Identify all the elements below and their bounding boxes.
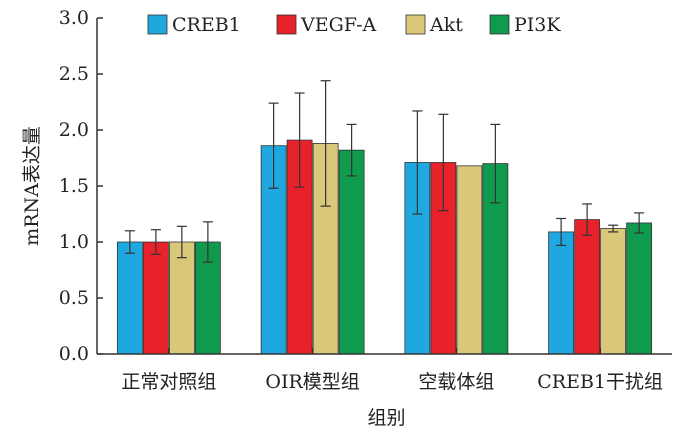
y-tick-label: 0.0 bbox=[59, 343, 89, 365]
x-tick-label: 正常对照组 bbox=[121, 371, 216, 393]
bar bbox=[626, 222, 653, 355]
bars-group bbox=[116, 139, 653, 355]
legend-label: Akt bbox=[429, 14, 463, 36]
y-tick-label: 3.0 bbox=[59, 7, 89, 29]
y-tick-label: 2.5 bbox=[59, 63, 89, 85]
x-tick-label: OIR模型组 bbox=[265, 371, 359, 393]
legend-swatch bbox=[405, 14, 426, 35]
x-tick-label: 空载体组 bbox=[418, 371, 494, 393]
y-axis-title: mRNA表达量 bbox=[21, 126, 43, 246]
axes bbox=[96, 18, 672, 355]
error-bars-group bbox=[124, 80, 645, 263]
y-tick-label: 2.0 bbox=[59, 119, 89, 141]
bar bbox=[574, 219, 601, 355]
legend: CREB1 VEGF-A Akt PI3K bbox=[147, 14, 561, 36]
x-axis-title: 组别 bbox=[367, 407, 405, 429]
bar bbox=[142, 241, 169, 355]
bar bbox=[338, 149, 365, 355]
y-tick-label: 0.5 bbox=[59, 287, 89, 309]
bar bbox=[548, 231, 575, 355]
legend-swatch bbox=[147, 14, 168, 35]
y-tick-label: 1.0 bbox=[59, 231, 89, 253]
y-tick-label: 1.5 bbox=[59, 175, 89, 197]
bar bbox=[168, 241, 195, 355]
legend-swatch bbox=[276, 14, 297, 35]
x-axis-ticks: 正常对照组 OIR模型组 空载体组 CREB1干扰组 bbox=[121, 348, 663, 393]
legend-swatch bbox=[489, 14, 510, 35]
x-tick-label: CREB1干扰组 bbox=[537, 371, 663, 393]
legend-label: CREB1 bbox=[172, 14, 241, 36]
bar bbox=[116, 241, 143, 355]
legend-label: PI3K bbox=[514, 14, 561, 36]
bar bbox=[456, 165, 483, 355]
y-axis-ticks: 0.0 0.5 1.0 1.5 2.0 2.5 3.0 bbox=[59, 7, 103, 365]
legend-label: VEGF-A bbox=[300, 14, 377, 36]
bar bbox=[600, 228, 627, 355]
